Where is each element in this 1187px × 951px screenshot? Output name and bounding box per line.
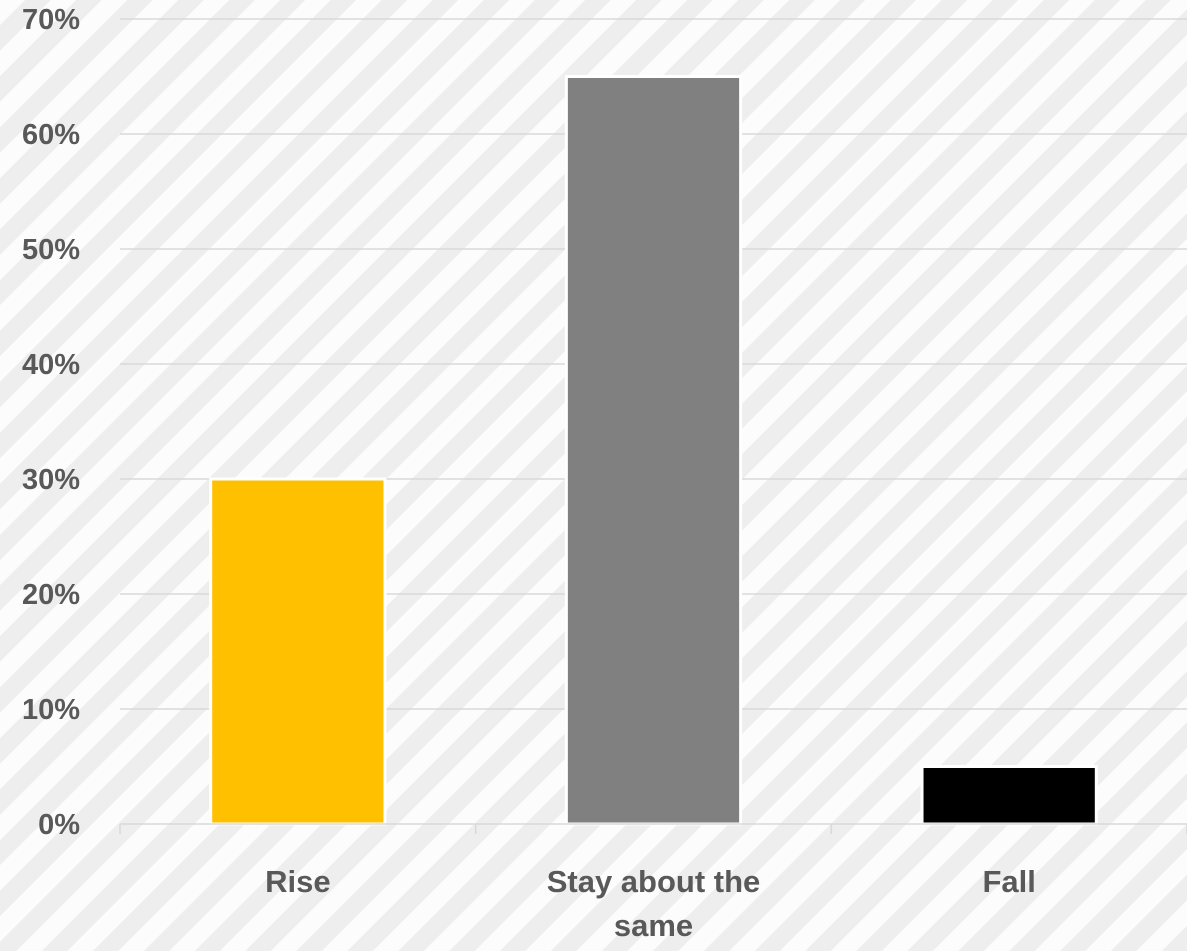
x-category-label-line: Rise [265, 864, 330, 899]
y-axis-tick-labels: 0% 10% 20% 30% 40% 50% 60% 70% [22, 4, 80, 841]
bars [209, 75, 1098, 826]
x-category-label-line: Stay about the [547, 864, 761, 899]
bar-stay-about-the-same [564, 75, 743, 826]
x-category-label: Stay about the same [547, 864, 761, 943]
x-category-label-line: Fall [982, 864, 1035, 899]
x-category-label: Rise [265, 864, 330, 899]
y-tick-label: 30% [22, 464, 80, 496]
y-tick-label: 50% [22, 234, 80, 266]
y-tick-label: 70% [22, 4, 80, 36]
x-axis-category-labels: Rise Stay about the same Fall [265, 864, 1036, 943]
bar-fall [920, 765, 1098, 826]
y-tick-label: 40% [22, 349, 80, 381]
y-tick-label: 10% [22, 694, 80, 726]
x-category-label: Fall [982, 864, 1035, 899]
x-axis [119, 823, 1187, 834]
y-tick-label: 20% [22, 579, 80, 611]
y-tick-label: 0% [38, 809, 80, 841]
bar-rise [209, 477, 387, 826]
x-category-label-line: same [614, 908, 693, 943]
y-tick-label: 60% [22, 119, 80, 151]
